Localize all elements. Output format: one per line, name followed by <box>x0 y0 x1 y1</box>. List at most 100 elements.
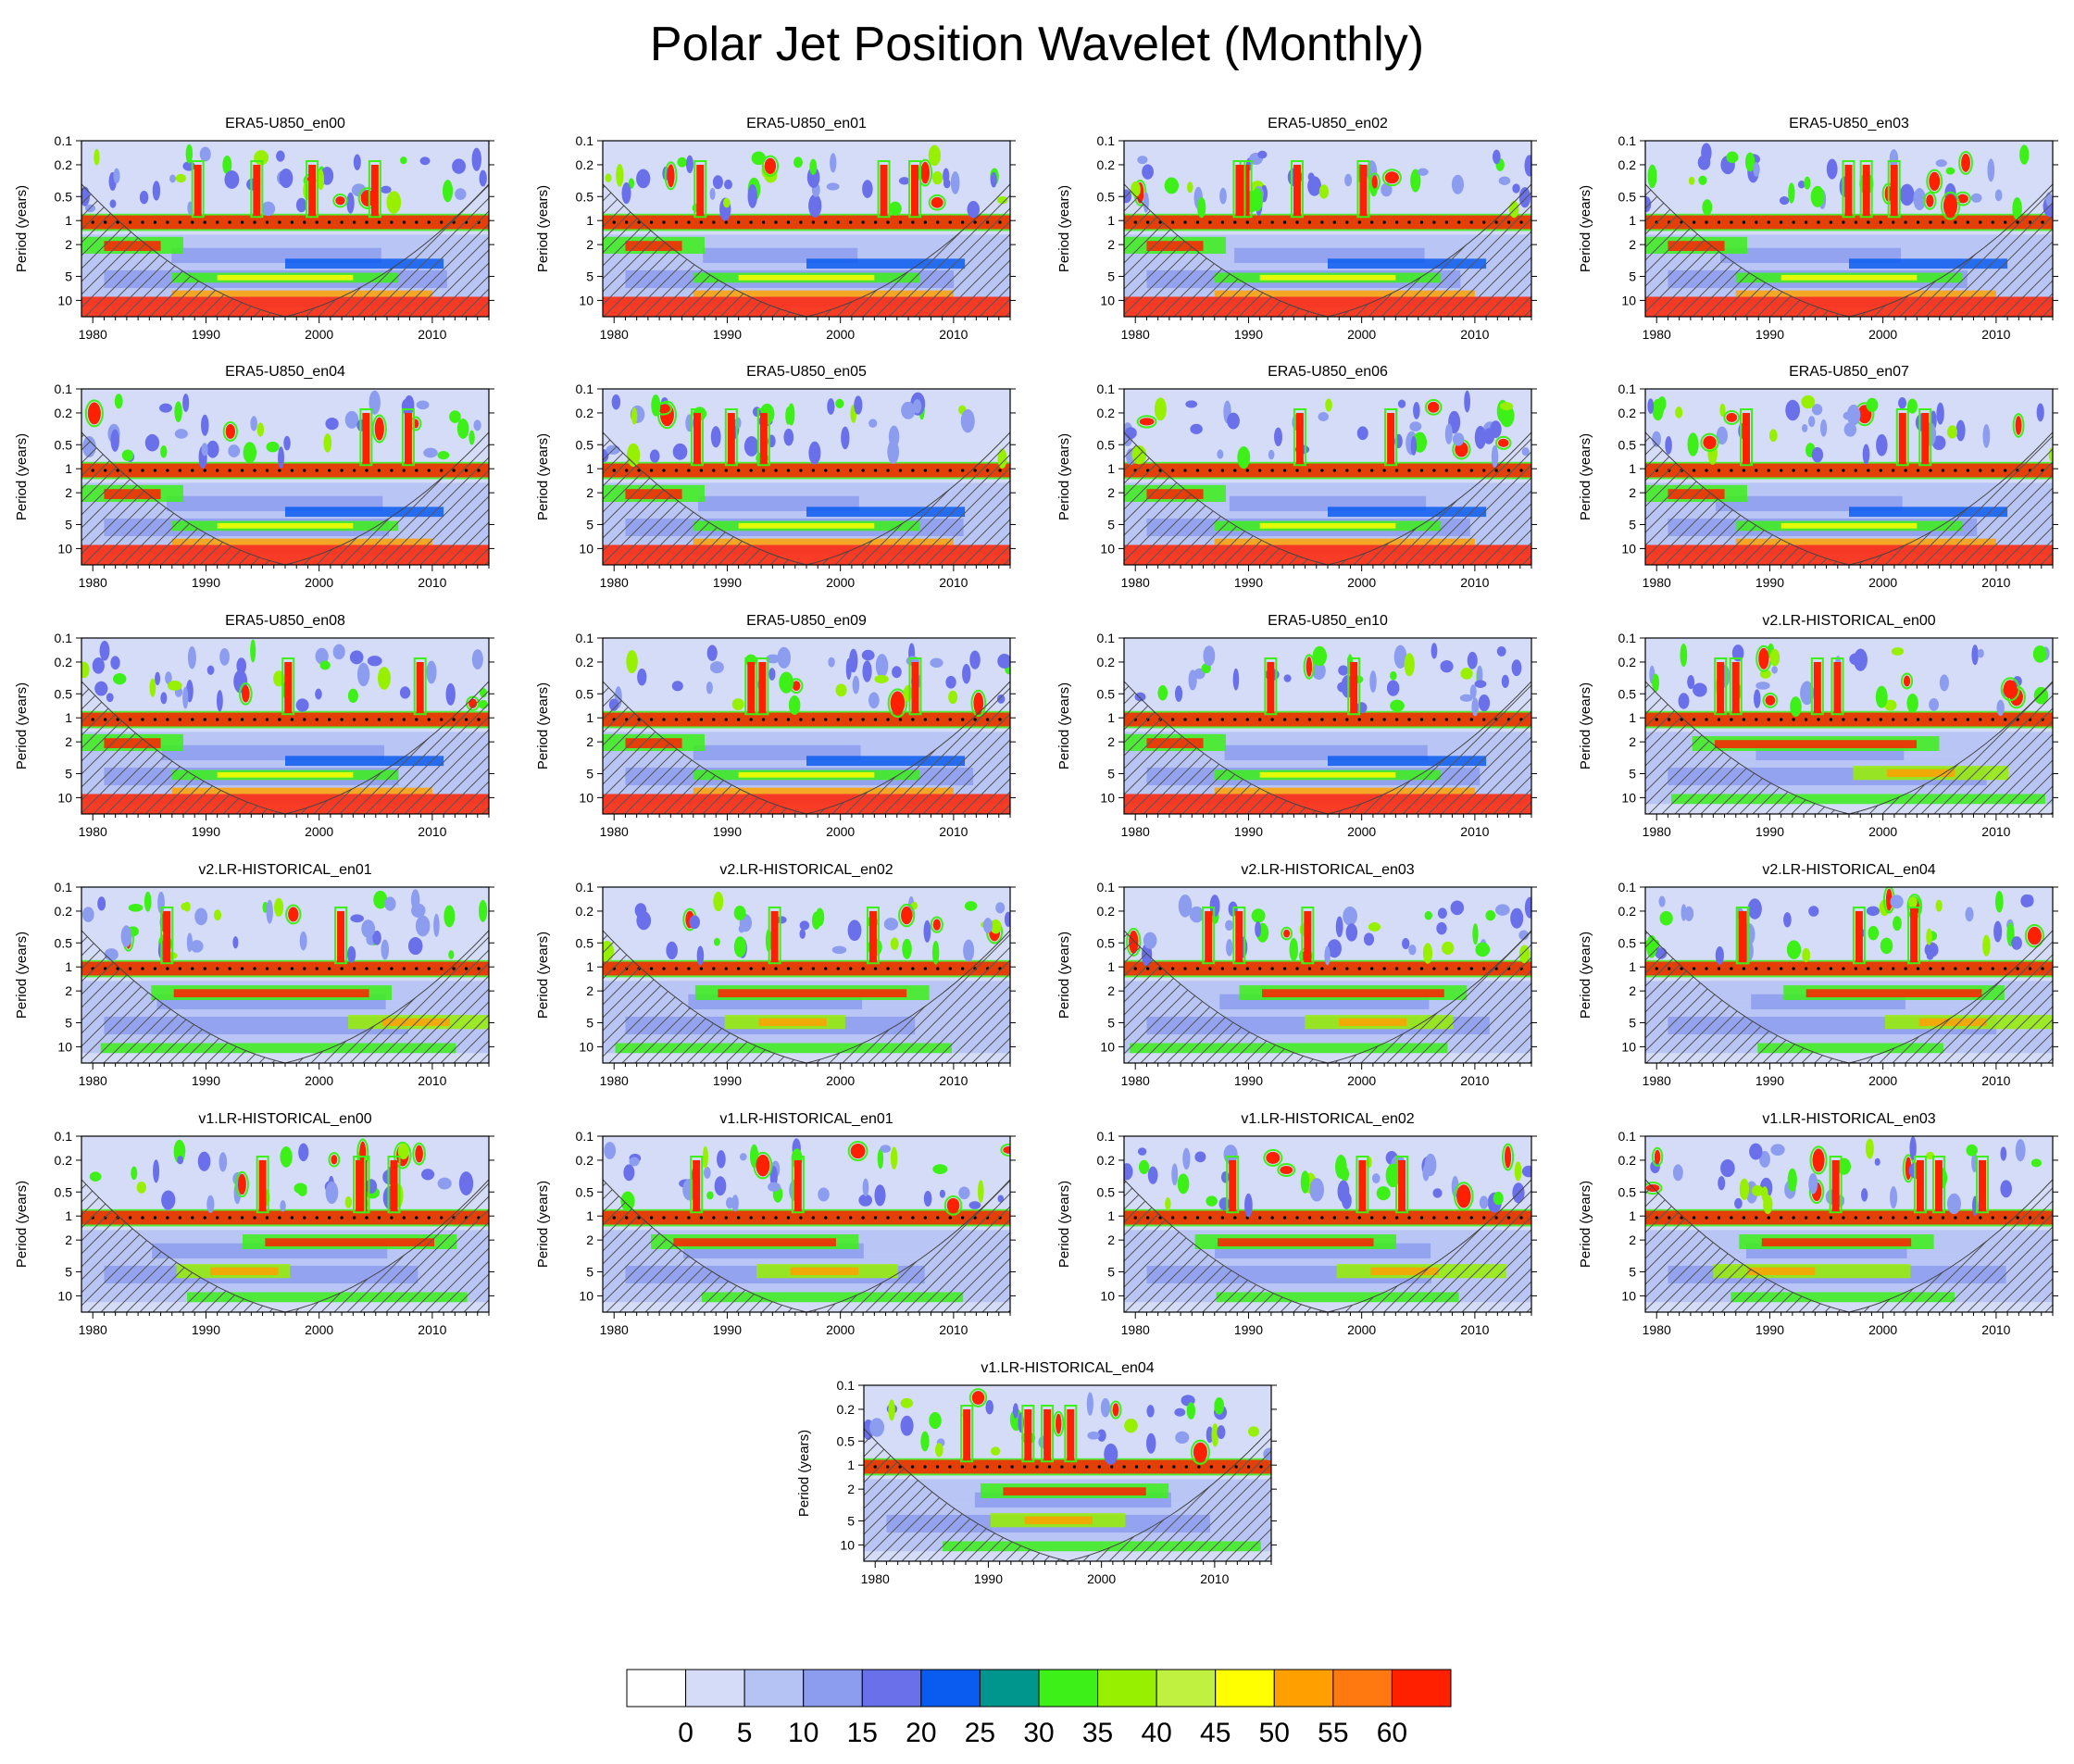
y-tick-label: 0.2 <box>1618 655 1637 669</box>
power-plume <box>880 164 888 218</box>
panel-title: ERA5-U850_en07 <box>1789 364 1909 380</box>
power-plume-edge <box>693 160 707 219</box>
power-blob <box>361 920 376 938</box>
power-blob <box>1970 193 1982 203</box>
significance-dot <box>352 1216 356 1220</box>
power-blob <box>861 649 875 661</box>
power-blob <box>261 201 276 217</box>
y-tick-label: 0.1 <box>576 382 594 396</box>
x-tick-label: 2000 <box>305 1073 333 1088</box>
power-blob <box>1804 176 1811 190</box>
power-blob <box>256 422 265 437</box>
significance-dot <box>240 1216 244 1220</box>
power-blob <box>743 436 759 457</box>
colorbar-label: 60 <box>1377 1718 1407 1748</box>
power-blob <box>2012 196 2022 220</box>
power-blob <box>706 681 713 694</box>
power-blob <box>1680 904 1687 921</box>
power-plume <box>759 412 768 466</box>
significance-dot <box>761 718 766 721</box>
significance-dot <box>836 469 840 472</box>
power-blob <box>1726 151 1739 164</box>
x-tick-label: 1980 <box>1121 1073 1150 1088</box>
x-tick-label: 2010 <box>1460 575 1489 590</box>
significance-dot <box>240 220 244 224</box>
panel: ERA5-U850_en05 Period (years) 0.1 0.2 0.5 1 2 5… <box>535 364 1016 590</box>
power-blob <box>1417 168 1429 176</box>
y-tick-label: 0.2 <box>55 904 73 919</box>
power-blob <box>350 914 364 923</box>
panel: ERA5-U850_en00 Period (years) 0.1 0.2 0.5 1 2 5… <box>14 116 494 342</box>
power-blob <box>155 671 161 686</box>
power-blob-edge <box>1368 172 1381 192</box>
significance-dot <box>377 718 381 721</box>
significance-dot <box>724 220 728 224</box>
significance-dot <box>848 469 853 472</box>
significance-dot <box>724 469 728 472</box>
power-blob <box>967 201 981 219</box>
y-tick-label: 2 <box>1629 734 1636 749</box>
panel-title: ERA5-U850_en09 <box>746 613 867 629</box>
significance-dot <box>1991 469 1994 472</box>
significance-dot <box>1966 967 1970 970</box>
y-tick-label: 2 <box>1629 485 1636 500</box>
significance-dot <box>377 1216 381 1220</box>
y-tick-label: 0.5 <box>1097 189 1116 204</box>
power-blob <box>806 167 820 188</box>
significance-dot <box>1767 718 1770 721</box>
y-axis-label: Period (years) <box>535 185 551 272</box>
power-blob <box>1004 911 1010 928</box>
significance-dot <box>390 718 394 721</box>
power-blob-edge <box>1923 192 1937 210</box>
power-blob <box>201 414 209 436</box>
power-blob <box>121 449 134 461</box>
power-blob <box>1478 694 1491 712</box>
significance-dot <box>166 718 169 721</box>
y-tick-label: 1 <box>1107 710 1115 725</box>
power-blob <box>250 416 257 432</box>
y-tick-label: 1 <box>65 959 72 974</box>
significance-dot <box>415 967 419 970</box>
significance-dot <box>1295 967 1299 970</box>
significance-dot <box>1804 220 1808 224</box>
significance-dot <box>898 220 903 224</box>
y-tick-label: 1 <box>1629 959 1636 974</box>
significance-dot <box>191 1216 194 1220</box>
y-tick-label: 5 <box>586 1015 593 1030</box>
y-tick-label: 0.1 <box>1618 133 1637 148</box>
power-blob <box>1422 943 1433 964</box>
significance-dot <box>1419 469 1424 472</box>
significance-dot <box>1307 718 1312 721</box>
significance-dot <box>1979 220 1982 224</box>
power-plume <box>747 661 756 715</box>
significance-dot <box>240 967 244 970</box>
significance-dot <box>402 220 406 224</box>
power-blob <box>626 649 638 674</box>
y-axis-label: Period (years) <box>1056 682 1072 769</box>
significance-dot <box>1842 220 1845 224</box>
significance-dot <box>960 967 965 970</box>
power-blob <box>1779 195 1790 206</box>
x-tick-label: 2000 <box>826 327 855 342</box>
power-blob <box>777 646 791 669</box>
significance-dot <box>749 967 753 970</box>
significance-dot <box>1195 469 1200 472</box>
significance-dot <box>203 469 206 472</box>
panel: ERA5-U850_en09 Period (years) 0.1 0.2 0.5 1 2 5… <box>535 613 1016 839</box>
contour-band <box>1338 1018 1407 1027</box>
significance-dot <box>1854 220 1858 224</box>
power-blob <box>92 657 105 674</box>
power-plume-edge <box>250 160 264 219</box>
significance-dot <box>1394 220 1399 224</box>
significance-dot <box>786 469 791 472</box>
power-blob <box>1344 173 1353 187</box>
significance-dot <box>1245 967 1249 970</box>
power-plume <box>1293 164 1301 218</box>
power-plume-edge <box>256 1156 269 1214</box>
power-blob <box>174 429 188 439</box>
significance-dot <box>215 220 219 224</box>
significance-dot <box>265 1216 269 1220</box>
power-blob <box>605 173 612 182</box>
x-tick-label: 1990 <box>1234 327 1263 342</box>
power-blob <box>344 410 359 429</box>
